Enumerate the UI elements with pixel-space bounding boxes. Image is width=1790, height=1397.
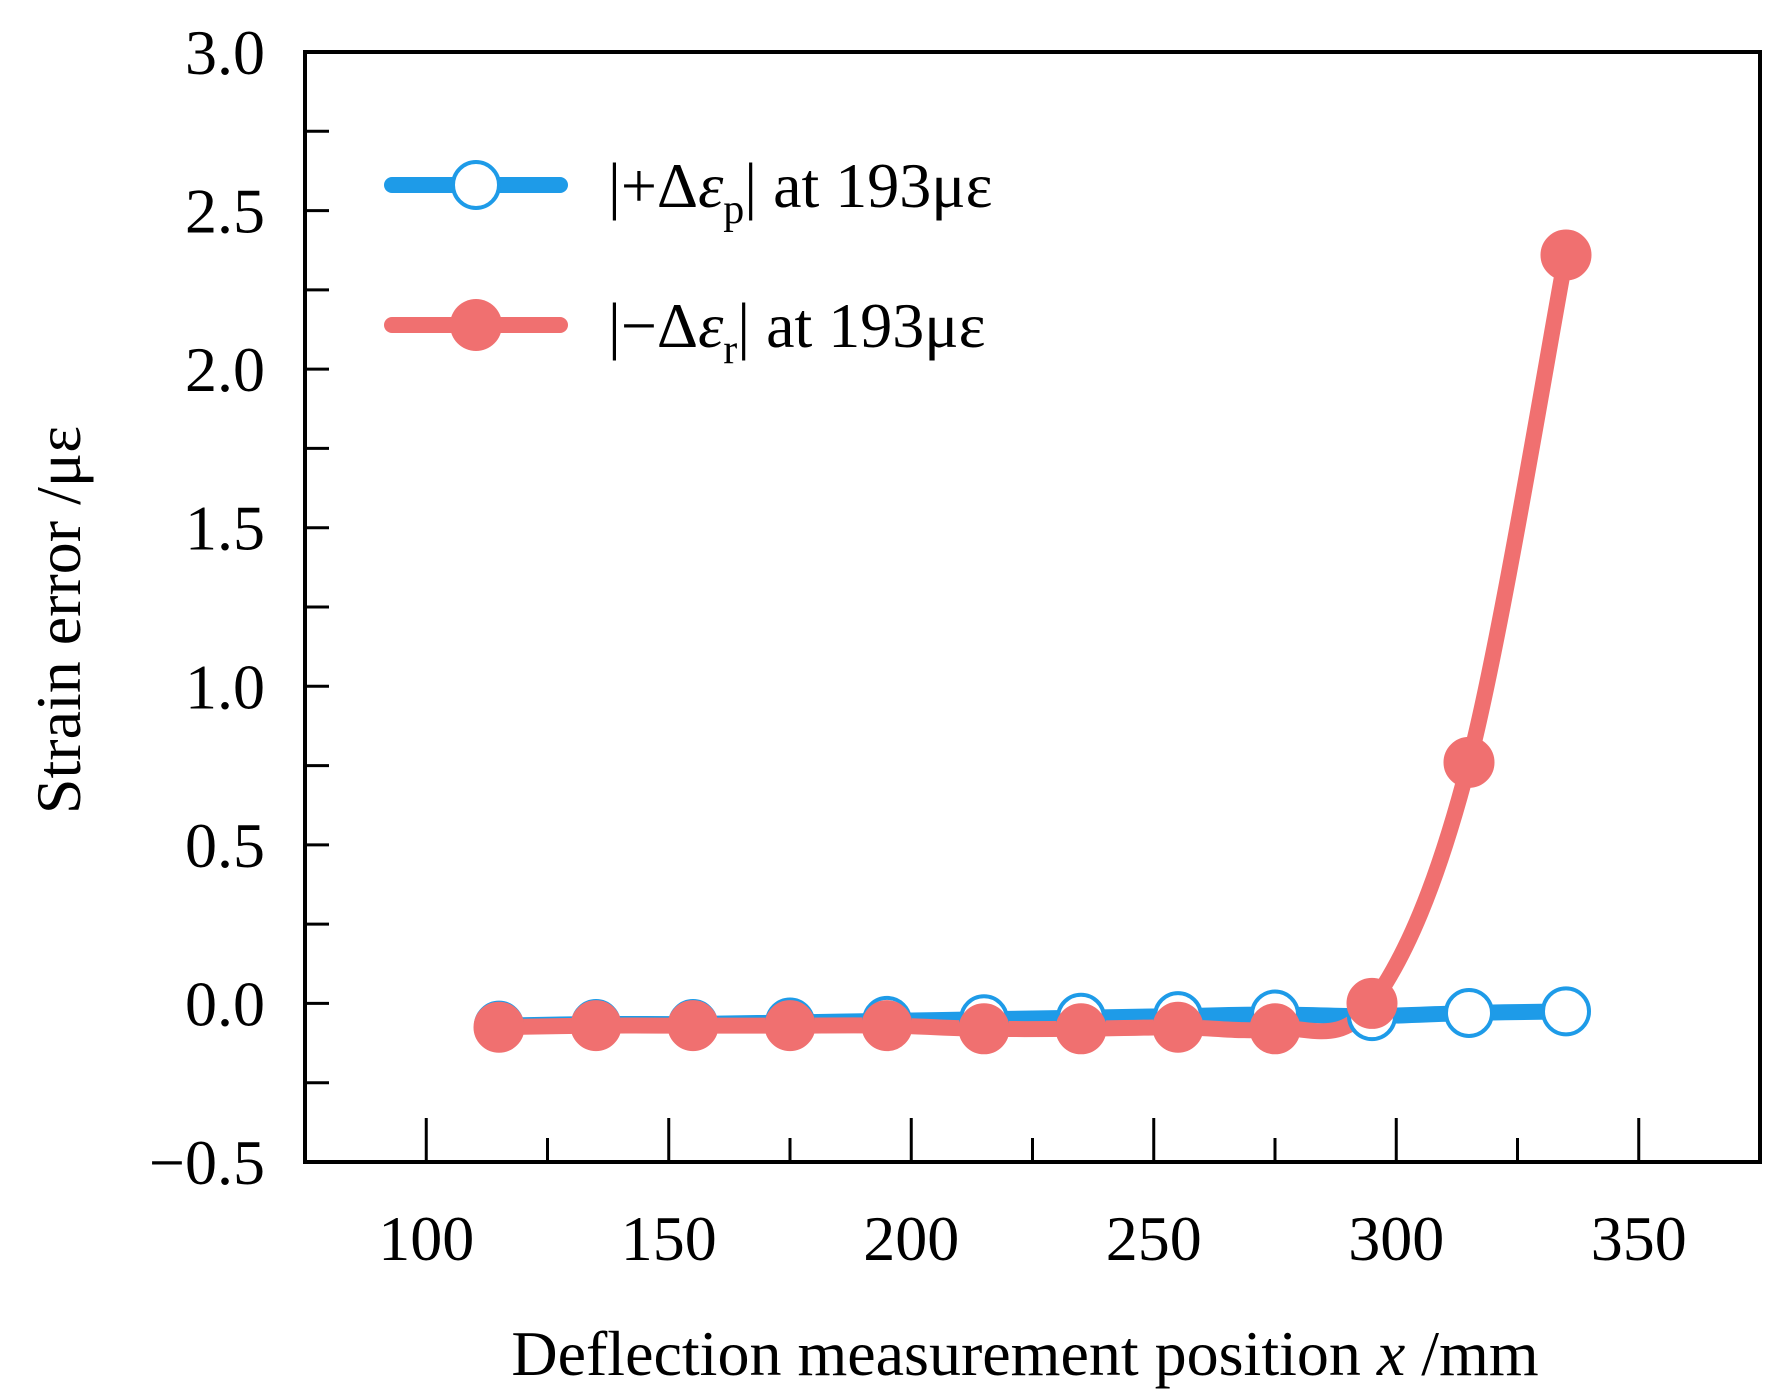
plot-frame bbox=[303, 50, 1762, 1164]
data-point-filled bbox=[861, 1000, 913, 1052]
axis-ticks bbox=[305, 50, 1641, 1164]
data-point-filled bbox=[1443, 736, 1495, 788]
data-point-filled bbox=[1346, 977, 1398, 1029]
legend: |+Δεp| at 193με |−Δεr| at 193με bbox=[384, 150, 992, 373]
legend-marker-r bbox=[450, 299, 502, 351]
data-point-filled bbox=[1249, 1003, 1301, 1055]
data-point-filled bbox=[1152, 1001, 1204, 1053]
y-tick-label: −0.5 bbox=[149, 1127, 265, 1198]
data-point-filled bbox=[1055, 1003, 1107, 1055]
legend-entry-p: |+Δεp| at 193με bbox=[384, 150, 992, 233]
series-lines bbox=[491, 246, 1574, 1040]
x-tick-label: 300 bbox=[1348, 1203, 1444, 1274]
x-tick-label: 250 bbox=[1106, 1203, 1202, 1274]
data-point-open bbox=[1444, 987, 1494, 1038]
x-tick-label: 350 bbox=[1591, 1203, 1687, 1274]
data-point-filled bbox=[473, 1001, 525, 1053]
data-point-open bbox=[1541, 986, 1591, 1037]
legend-entry-r: |−Δεr| at 193με bbox=[384, 290, 985, 373]
data-point-filled bbox=[667, 1000, 719, 1052]
series-line-1 bbox=[491, 246, 1574, 1040]
data-point-filled bbox=[570, 1000, 622, 1052]
legend-label-p: |+Δεp| at 193με bbox=[608, 150, 992, 233]
x-tick-label: 100 bbox=[378, 1203, 474, 1274]
y-tick-label: 0.0 bbox=[185, 968, 265, 1039]
data-point-filled bbox=[958, 1003, 1010, 1055]
legend-marker-p bbox=[451, 160, 501, 210]
data-point-filled bbox=[1540, 229, 1592, 281]
y-tick-label: 1.5 bbox=[185, 493, 265, 564]
data-point-filled bbox=[764, 1000, 816, 1052]
legend-label-r: |−Δεr| at 193με bbox=[608, 290, 985, 373]
series-markers bbox=[473, 229, 1592, 1055]
y-axis-title: Strain error /με bbox=[23, 426, 94, 814]
y-tick-label: 0.5 bbox=[185, 810, 265, 881]
x-axis-title: Deflection measurement position x /mm bbox=[511, 1318, 1538, 1389]
y-tick-label: 1.0 bbox=[185, 651, 265, 722]
tick-labels: −0.5 0.0 0.5 1.0 1.5 2.0 2.5 3.0 100 150 200 250 300… bbox=[149, 17, 1687, 1274]
y-tick-label: 2.0 bbox=[185, 334, 265, 405]
y-tick-label: 2.5 bbox=[185, 176, 265, 247]
x-tick-label: 150 bbox=[621, 1203, 717, 1274]
x-tick-label: 200 bbox=[863, 1203, 959, 1274]
y-tick-label: 3.0 bbox=[185, 17, 265, 88]
